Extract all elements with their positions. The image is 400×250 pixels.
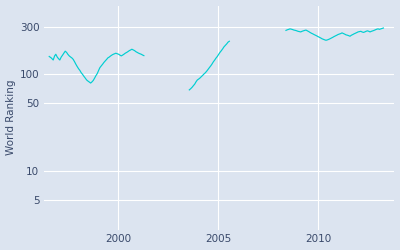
- Y-axis label: World Ranking: World Ranking: [6, 80, 16, 155]
